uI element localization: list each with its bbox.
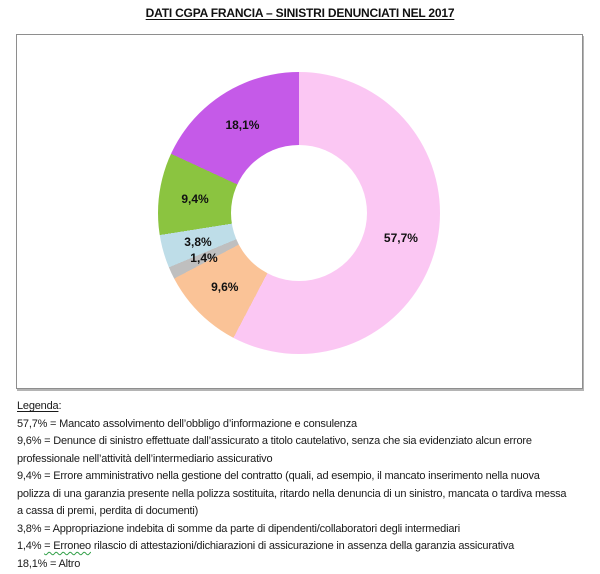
donut-hole xyxy=(231,145,367,281)
chart-frame: 57,7% 9,6% 1,4% 3,8% 9,4% 18,1% xyxy=(16,34,583,389)
legend-line: polizza di una garanzia presente nella p… xyxy=(17,487,567,500)
slice-label: 9,6% xyxy=(211,280,239,295)
legend-heading-colon: : xyxy=(58,400,62,412)
legend: Legenda: 57,7% = Mancato assolvimento de… xyxy=(17,398,595,573)
slice-label: 1,4% xyxy=(190,250,218,265)
legend-line: a cassa di premi, perdita di documenti) xyxy=(17,505,199,517)
legend-line: 3,8% = Appropriazione indebita di somme … xyxy=(17,522,460,535)
legend-erroneo-pre: 1,4% xyxy=(17,540,45,552)
slice-label: 9,4% xyxy=(181,191,209,206)
legend-heading-text: Legenda xyxy=(17,400,59,412)
legend-line: 9,6% = Denunce di sinistro effettuate da… xyxy=(17,435,532,447)
legend-line: 9,4% = Errore amministrativo nella gesti… xyxy=(17,470,540,482)
slice-label: 18,1% xyxy=(225,117,260,132)
donut-chart: 57,7% 9,6% 1,4% 3,8% 9,4% 18,1% xyxy=(158,72,440,354)
legend-heading: Legenda: xyxy=(17,398,595,416)
legend-line: 18,1% = Altro xyxy=(17,557,81,570)
page-title-text: DATI CGPA FRANCIA – SINISTRI DENUNCIATI … xyxy=(145,6,455,20)
page-title: DATI CGPA FRANCIA – SINISTRI DENUNCIATI … xyxy=(0,6,600,20)
legend-line: 57,7% = Mancato assolvimento dell’obblig… xyxy=(17,417,357,430)
slice-label: 3,8% xyxy=(184,234,212,249)
legend-line-erroneo: 1,4% = Erroneo rilascio di attestazioni/… xyxy=(17,538,595,556)
legend-line: professionale nell’attività dell’interme… xyxy=(17,452,273,465)
slice-label: 57,7% xyxy=(383,231,418,246)
legend-erroneo-post: rilascio di attestazioni/dichiarazioni d… xyxy=(90,540,515,552)
legend-erroneo-wavy: = Erroneo xyxy=(44,540,91,552)
